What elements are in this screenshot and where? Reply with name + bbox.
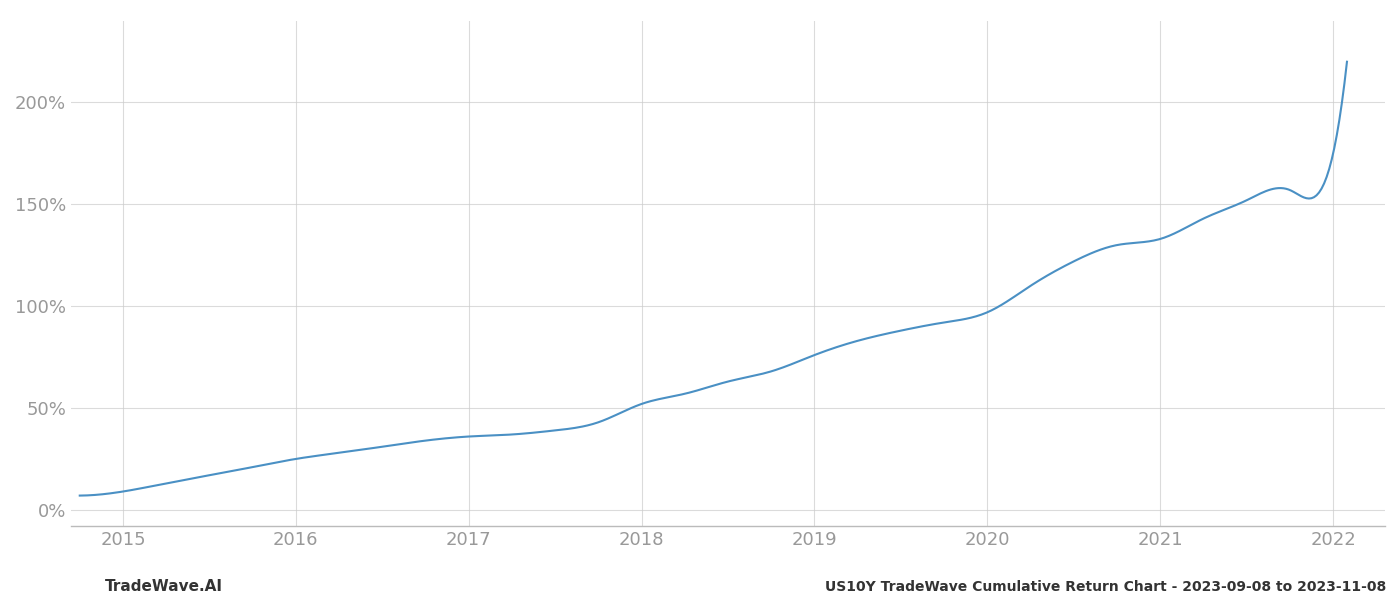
Text: US10Y TradeWave Cumulative Return Chart - 2023-09-08 to 2023-11-08: US10Y TradeWave Cumulative Return Chart … — [825, 580, 1386, 594]
Text: TradeWave.AI: TradeWave.AI — [105, 579, 223, 594]
